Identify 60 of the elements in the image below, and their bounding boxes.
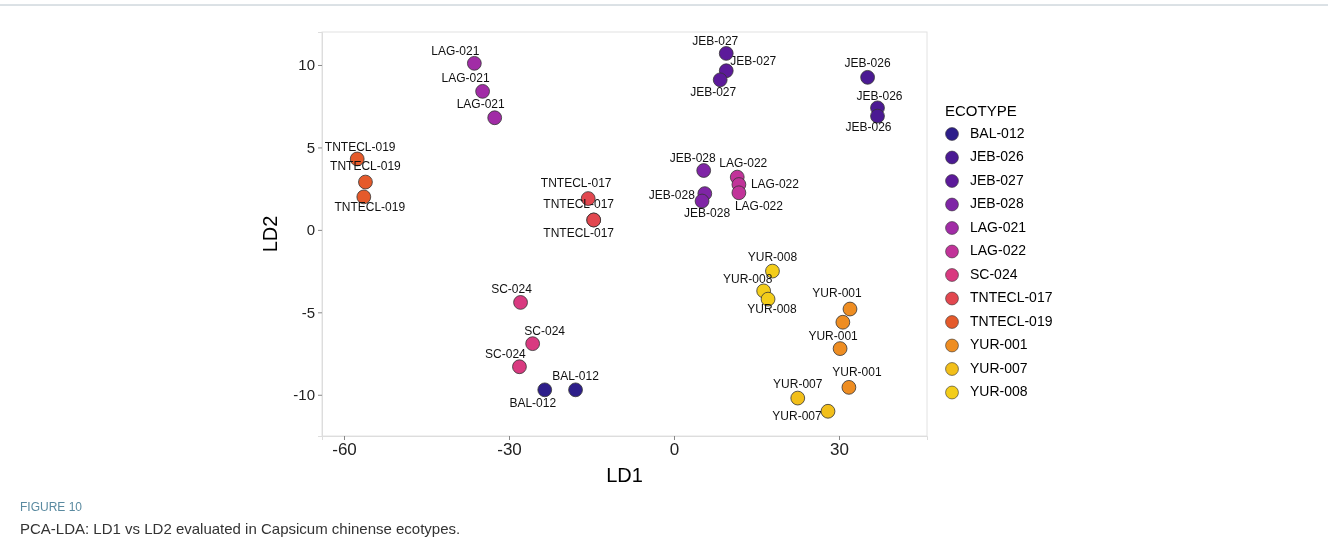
legend-label: BAL-012	[970, 124, 1025, 141]
data-label: SC-024	[491, 281, 533, 296]
legend-label: TNTECL-019	[970, 312, 1053, 329]
y-tick-label: 10	[298, 56, 315, 74]
data-label: YUR-001	[812, 286, 862, 301]
data-label: JEB-026	[856, 89, 903, 104]
data-label: TNTECL-019	[330, 159, 402, 174]
data-label: JEB-027	[690, 84, 737, 99]
data-label: YUR-001	[808, 328, 859, 343]
data-label: LAG-021	[441, 70, 490, 85]
data-label: TNTECL-017	[543, 197, 615, 212]
data-label: TNTECL-019	[334, 200, 406, 215]
y-tick-label: 0	[306, 221, 315, 239]
x-tick-label: -60	[332, 440, 357, 460]
legend-label: SC-024	[970, 265, 1018, 282]
data-label: YUR-008	[747, 250, 798, 265]
data-label: BAL-012	[552, 369, 600, 383]
x-tick-label: 30	[830, 440, 849, 460]
legend-title: ECOTYPE	[945, 101, 1017, 119]
y-tick-label: -10	[293, 386, 315, 404]
legend-label: TNTECL-017	[970, 289, 1053, 306]
y-tick-label: -5	[301, 303, 315, 321]
legend-label: LAG-022	[970, 242, 1027, 259]
data-label: JEB-026	[845, 120, 892, 135]
data-label: LAG-021	[431, 43, 480, 58]
data-label: JEB-026	[844, 55, 891, 70]
data-label: LAG-022	[734, 198, 784, 213]
legend-label: JEB-028	[970, 195, 1024, 212]
data-label: TNTECL-017	[543, 226, 615, 241]
data-label: YUR-008	[722, 272, 773, 287]
data-label: LAG-022	[750, 176, 800, 191]
data-label: TNTECL-017	[540, 175, 612, 190]
legend-label: YUR-007	[970, 359, 1028, 376]
x-tick-label: 0	[669, 440, 680, 460]
y-axis-title: LD2	[259, 215, 281, 253]
data-label: BAL-012	[509, 396, 557, 410]
legend-label: JEB-027	[970, 171, 1024, 188]
text: PCA-LDA: LD1 vs LD2 evaluated in Capsicum chinense ecotypes.	[20, 520, 461, 537]
data-label: LAG-022	[719, 156, 768, 171]
x-tick-label: -30	[497, 440, 522, 460]
data-label: LAG-021	[456, 96, 506, 111]
data-label: TNTECL-019	[324, 140, 396, 155]
legend-label: YUR-001	[970, 336, 1028, 353]
data-label: JEB-028	[669, 150, 717, 165]
data-label: SC-024	[524, 323, 566, 338]
data-label: JEB-027	[692, 33, 739, 48]
data-label: JEB-028	[648, 187, 696, 202]
y-tick-label: 5	[306, 138, 315, 156]
data-label: SC-024	[485, 346, 527, 361]
legend-label: JEB-026	[970, 148, 1024, 165]
data-label: YUR-007	[773, 377, 823, 392]
data-label: JEB-028	[684, 206, 731, 221]
data-label: YUR-001	[832, 364, 882, 379]
legend-label: YUR-008	[970, 383, 1028, 400]
legend-label: LAG-021	[970, 218, 1027, 235]
data-label: YUR-008	[747, 302, 798, 317]
x-axis-title: LD1	[606, 464, 643, 486]
data-label: YUR-007	[772, 409, 822, 424]
data-label: JEB-027	[730, 53, 777, 68]
caption: FIGURE 10	[20, 500, 83, 514]
